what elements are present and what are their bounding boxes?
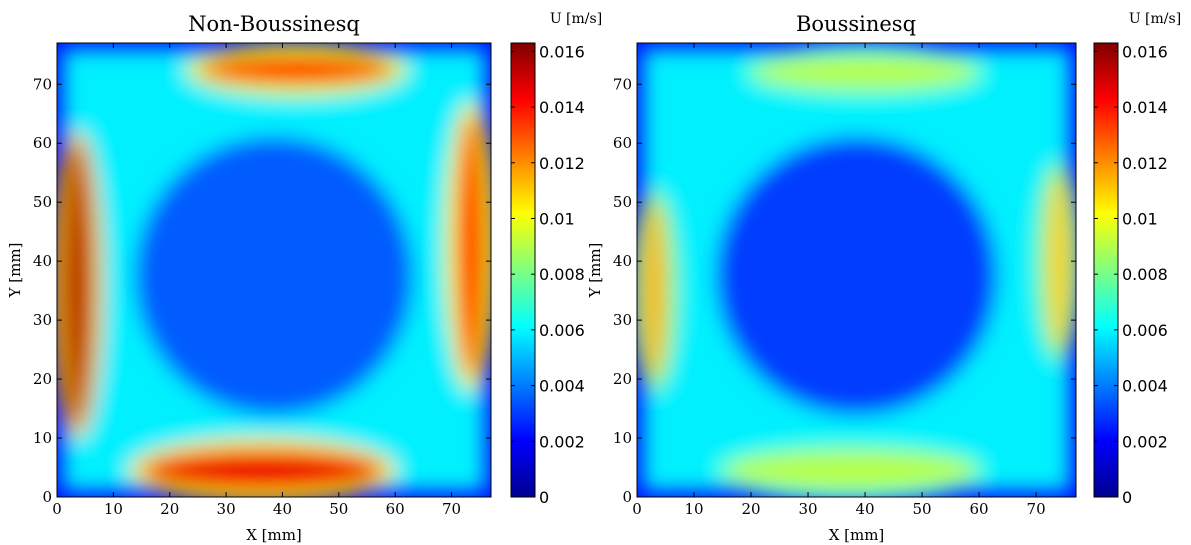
- heatmap-region-left-wall-jet: [62, 143, 91, 427]
- y-tick-label: 70: [33, 75, 52, 93]
- colorbar-tick-label: 0.002: [1122, 432, 1168, 451]
- plot-frame: [636, 42, 1077, 498]
- y-tick-label: 20: [33, 370, 52, 388]
- plot-frame: [56, 42, 492, 498]
- x-tick-label: 60: [386, 500, 405, 518]
- colorbar-tick-label: 0: [1122, 488, 1132, 507]
- y-tick-label: 60: [613, 134, 632, 152]
- y-tick-label: 70: [613, 75, 632, 93]
- heatmap-region-core: [715, 136, 998, 416]
- heatmap-region-bottom-wall-jet: [141, 449, 384, 492]
- colorbar: [510, 42, 536, 498]
- colorbar-tick-label: 0.014: [539, 98, 585, 117]
- x-tick-label: 50: [329, 500, 348, 518]
- y-tick-label: 30: [613, 311, 632, 329]
- colorbar-tick-label: 0.014: [1122, 98, 1168, 117]
- x-tick-label: 40: [273, 500, 292, 518]
- colorbar-tick-label: 0.01: [1122, 209, 1158, 228]
- y-tick-label: 20: [613, 370, 632, 388]
- x-tick-label: 20: [741, 500, 760, 518]
- x-tick-label: 40: [856, 500, 875, 518]
- colorbar-tick-label: 0.006: [539, 321, 585, 340]
- x-axis-label: X [mm]: [246, 526, 302, 544]
- heatmap-region-left-wall-jet: [642, 202, 666, 380]
- y-tick-label: 40: [613, 252, 632, 270]
- y-tick-label: 10: [613, 429, 632, 447]
- y-tick-label: 50: [613, 193, 632, 211]
- x-tick-label: 30: [798, 500, 817, 518]
- x-axis-label: X [mm]: [829, 526, 885, 544]
- colorbar-tick-label: 0.01: [539, 209, 575, 228]
- colorbar-tick-label: 0.012: [1122, 154, 1168, 173]
- x-tick-label: 10: [104, 500, 123, 518]
- x-tick-label: 0: [52, 500, 62, 518]
- colorbar-tick-label: 0.012: [539, 154, 585, 173]
- heatmap-region-right-wall-jet: [457, 113, 486, 380]
- colorbar-tick-label: 0.006: [1122, 321, 1168, 340]
- colorbar-label: U [m/s]: [550, 11, 602, 27]
- colorbar-tick-label: 0.016: [1122, 42, 1168, 61]
- y-tick-label: 30: [33, 311, 52, 329]
- colorbar-label: U [m/s]: [1129, 11, 1181, 27]
- heatmap-region-bottom-wall-jet: [722, 449, 980, 492]
- y-axis-label: Y [mm]: [586, 243, 604, 299]
- x-tick-label: 50: [913, 500, 932, 518]
- heatmap-field: [57, 43, 491, 497]
- y-axis-label: Y [mm]: [6, 243, 24, 299]
- heatmap-field: [637, 43, 1076, 497]
- y-tick-label: 50: [33, 193, 52, 211]
- x-tick-label: 30: [217, 500, 236, 518]
- heatmap-region-core: [134, 136, 414, 416]
- x-tick-label: 0: [632, 500, 642, 518]
- y-tick-label: 60: [33, 134, 52, 152]
- y-tick-label: 10: [33, 429, 52, 447]
- heatmap-region-right-wall-jet: [1047, 172, 1071, 350]
- colorbar-tick-label: 0.004: [539, 377, 585, 396]
- chart-title: Boussinesq: [796, 12, 916, 36]
- x-tick-label: 70: [1027, 500, 1046, 518]
- colorbar: [1093, 42, 1119, 498]
- x-tick-label: 60: [970, 500, 989, 518]
- colorbar-tick-label: 0.008: [539, 265, 585, 284]
- y-tick-label: 0: [622, 488, 632, 506]
- colorbar-tick-label: 0: [539, 488, 549, 507]
- y-tick-label: 0: [42, 488, 52, 506]
- chart-title: Non-Boussinesq: [188, 12, 360, 36]
- heatmap-region-top-wall-jet: [197, 54, 396, 85]
- colorbar-tick-label: 0.004: [1122, 377, 1168, 396]
- colorbar-tick-label: 0.008: [1122, 265, 1168, 284]
- x-tick-label: 10: [684, 500, 703, 518]
- colorbar-tick-label: 0.002: [539, 432, 585, 451]
- y-tick-label: 40: [33, 252, 52, 270]
- heatmap-region-top-wall-jet: [751, 54, 980, 91]
- colorbar-tick-label: 0.016: [539, 42, 585, 61]
- x-tick-label: 70: [442, 500, 461, 518]
- x-tick-label: 20: [160, 500, 179, 518]
